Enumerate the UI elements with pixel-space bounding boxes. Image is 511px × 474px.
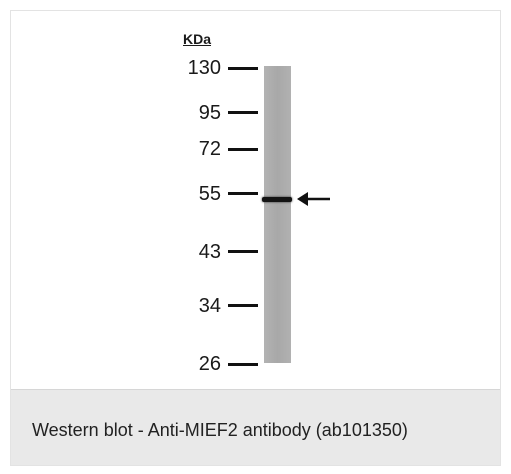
marker-label-55: 55	[198, 183, 221, 205]
marker-tick-55	[228, 192, 258, 195]
marker-tick-72	[228, 148, 258, 151]
marker-tick-26	[228, 363, 258, 366]
marker-label-43: 43	[198, 241, 221, 263]
marker-tick-95	[228, 111, 258, 114]
marker-tick-34	[228, 304, 258, 307]
caption-bar: Western blot - Anti-MIEF2 antibody (ab10…	[11, 389, 500, 465]
marker-label-34: 34	[198, 295, 221, 317]
figure-caption: Western blot - Anti-MIEF2 antibody (ab10…	[32, 420, 408, 440]
protein-band	[262, 197, 292, 202]
marker-label-72: 72	[198, 138, 221, 160]
marker-tick-43	[228, 250, 258, 253]
left-arrow-icon	[297, 192, 330, 206]
marker-label-26: 26	[198, 353, 221, 375]
marker-label-95: 95	[198, 102, 221, 124]
marker-tick-130	[228, 67, 258, 70]
marker-label-130: 130	[187, 57, 221, 79]
figure-card: KDa 130 95 72 55 43 34 26 Western blot -…	[10, 10, 501, 466]
unit-label: KDa	[183, 31, 212, 47]
western-blot-image: KDa 130 95 72 55 43 34 26	[11, 11, 500, 389]
blot-lane	[264, 66, 291, 363]
